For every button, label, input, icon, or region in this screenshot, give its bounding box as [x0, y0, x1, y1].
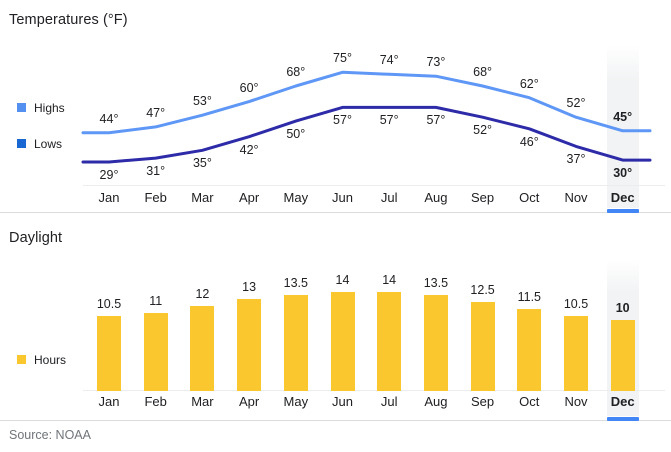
highs-line [81, 70, 652, 135]
hours-value-label: 13.5 [423, 276, 449, 291]
month-label-nov[interactable]: Nov [564, 394, 588, 409]
high-temp-label: 68° [473, 64, 493, 79]
daylight-title: Daylight [9, 230, 63, 246]
highs-legend-swatch-icon [17, 103, 26, 112]
month-label-jul[interactable]: Jul [380, 190, 398, 205]
high-temp-label: 53° [192, 94, 212, 109]
month-label-may[interactable]: May [283, 190, 309, 205]
high-temp-label: 75° [333, 51, 352, 66]
low-temp-label: 35° [192, 156, 212, 171]
low-temp-label: 42° [239, 142, 259, 157]
hours-value-label: 10.5 [96, 297, 122, 312]
low-temp-label: 52° [473, 123, 493, 138]
legend-highs: Highs [17, 100, 65, 115]
temperatures-section-divider [0, 212, 671, 213]
source-label: Source: NOAA [9, 428, 91, 442]
legend-lows: Lows [17, 136, 63, 151]
hours-value-label: 12.5 [470, 283, 495, 298]
month-label-oct[interactable]: Oct [519, 394, 540, 409]
low-temp-label: 37° [566, 152, 586, 167]
hours-value-label: 10 [615, 301, 630, 315]
hours-legend-label: Hours [34, 352, 67, 367]
daylight-bar-oct[interactable] [517, 309, 542, 391]
month-label-mar[interactable]: Mar [191, 190, 214, 205]
month-label-jul[interactable]: Jul [380, 394, 398, 409]
low-temp-label: 57° [379, 113, 399, 128]
low-temp-label: 30° [613, 166, 633, 181]
month-label-sep[interactable]: Sep [471, 190, 495, 205]
hours-value-label: 14 [382, 272, 397, 287]
hours-value-label: 13.5 [283, 276, 308, 291]
daylight-bar-aug[interactable] [423, 295, 448, 391]
low-temp-label: 57° [426, 113, 446, 128]
month-label-nov[interactable]: Nov [564, 190, 588, 205]
lows-line [81, 105, 652, 164]
hours-value-label: 10.5 [563, 297, 589, 312]
month-label-feb[interactable]: Feb [144, 190, 167, 205]
high-temp-label: 73° [426, 55, 446, 70]
daylight-bar-dec[interactable] [610, 320, 635, 391]
daylight-bar-may[interactable] [283, 295, 308, 391]
legend-hours: Hours [17, 352, 67, 367]
high-temp-label: 68° [286, 64, 306, 79]
high-temp-label: 47° [146, 105, 166, 120]
high-temp-label: 74° [379, 53, 399, 68]
highs-legend-label: Highs [34, 100, 65, 115]
month-label-mar[interactable]: Mar [191, 394, 214, 409]
hours-value-label: 11.5 [517, 290, 541, 305]
daylight-bar-jan[interactable] [97, 316, 121, 391]
high-temp-label: 60° [239, 80, 259, 95]
month-label-apr[interactable]: Apr [238, 190, 260, 205]
low-temp-label: 46° [519, 134, 539, 149]
hours-value-label: 11 [149, 293, 163, 308]
hours-legend-swatch-icon [17, 355, 26, 364]
month-label-oct[interactable]: Oct [519, 190, 540, 205]
month-label-may[interactable]: May [283, 394, 309, 409]
month-label-sep[interactable]: Sep [471, 394, 495, 409]
month-label-jan[interactable]: Jan [98, 394, 120, 409]
month-label-jun[interactable]: Jun [332, 394, 353, 409]
month-label-jun[interactable]: Jun [332, 190, 353, 205]
month-label-aug[interactable]: Aug [424, 394, 448, 409]
daylight-bar-nov[interactable] [564, 316, 588, 391]
month-label-dec[interactable]: Dec [610, 394, 635, 409]
daylight-section-divider [0, 420, 671, 421]
daylight-bar-jun[interactable] [330, 291, 355, 391]
low-temp-label: 31° [146, 164, 166, 179]
high-temp-label: 62° [519, 76, 539, 91]
temperatures-title: Temperatures (°F) [9, 12, 128, 28]
hours-value-label: 13 [242, 279, 257, 294]
daylight-bar-apr[interactable] [237, 298, 262, 391]
temperature-lines [81, 70, 652, 164]
high-temp-label: 44° [99, 111, 119, 126]
month-label-aug[interactable]: Aug [424, 190, 448, 205]
x-axis-line [83, 390, 665, 391]
daylight-bar-mar[interactable] [190, 305, 215, 391]
low-temp-label: 57° [333, 113, 352, 128]
daylight-bar-jul[interactable] [377, 291, 402, 391]
high-temp-label: 45° [613, 109, 633, 124]
high-temp-label: 52° [566, 96, 586, 111]
hours-value-label: 14 [335, 272, 350, 287]
low-temp-label: 50° [286, 127, 306, 142]
month-label-apr[interactable]: Apr [238, 394, 260, 409]
month-label-feb[interactable]: Feb [144, 394, 167, 409]
selected-month-underline [606, 417, 639, 421]
month-label-jan[interactable]: Jan [98, 190, 120, 205]
hours-value-label: 12 [195, 286, 210, 301]
daylight-bar-feb[interactable] [143, 312, 168, 391]
x-axis-line [83, 185, 665, 186]
lows-legend-swatch-icon [17, 139, 26, 148]
month-label-dec[interactable]: Dec [610, 190, 635, 205]
low-temp-label: 29° [99, 168, 119, 182]
selected-month-underline [606, 209, 639, 213]
lows-legend-label: Lows [34, 136, 63, 151]
daylight-bar-sep[interactable] [470, 302, 495, 391]
